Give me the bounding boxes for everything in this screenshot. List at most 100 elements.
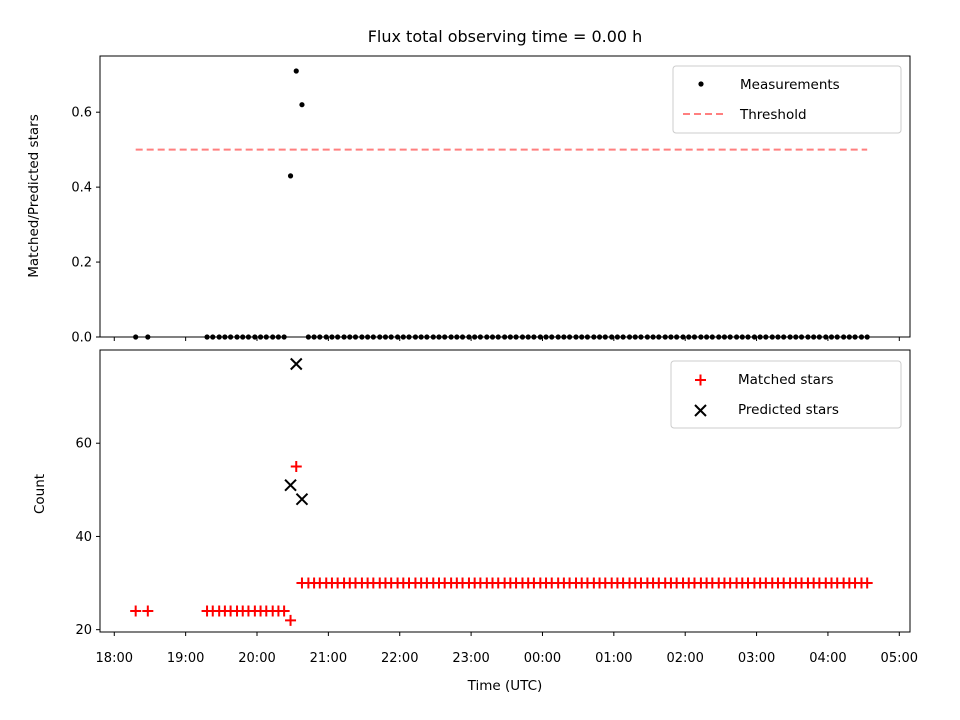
measurement-point [507,334,513,340]
measurement-point [275,334,282,340]
measurement-point [513,334,519,340]
measurement-point [841,334,847,340]
measurement-point [733,334,740,340]
measurement-point [798,334,805,340]
measurement-point [388,334,394,340]
legend-matched-stars-label: Matched stars [738,372,834,388]
measurement-point [394,334,401,340]
measurement-point [270,334,276,340]
measurement-point [632,334,638,340]
predicted-stars-point [284,478,297,492]
x-tick-label: 04:00 [809,651,846,666]
measurement-point [359,334,365,340]
measurement-point [495,334,501,340]
measurement-point [674,334,680,340]
legend-matched-stars-marker [695,374,706,386]
measurement-point [352,334,359,340]
measurement-point [846,334,852,340]
measurement-point [400,334,406,340]
legend-measurements-label: Measurements [740,77,840,93]
flux-ratio-y-ticks: 0.0 0.2 0.4 0.6 [71,106,100,346]
measurement-point [216,334,222,340]
measurement-point [781,334,787,340]
measurement-point [442,334,448,340]
measurement-point [566,334,573,340]
measurement-point [293,68,299,74]
predicted-stars-point [290,357,303,371]
measurement-point [329,334,335,340]
measurement-point [626,334,633,340]
measurement-point [145,334,151,340]
measurement-point [573,334,579,340]
y-tick-label: 60 [75,437,92,452]
measurement-point [698,334,704,340]
x-tick-label: 03:00 [738,651,775,666]
measurement-point [240,334,246,340]
measurement-point [757,334,763,340]
y-tick-label: 0.6 [71,106,92,121]
measurement-point [341,334,347,340]
matched-stars-point [278,605,290,617]
measurement-point [257,334,264,340]
measurement-point [502,334,508,340]
matched-stars-point [861,577,873,589]
x-tick-label: 21:00 [310,651,347,666]
measurement-point [347,334,353,340]
measurement-point [245,334,252,340]
measurement-point [775,334,781,340]
measurement-point [555,334,561,340]
measurement-point [430,334,436,340]
measurement-point [204,334,210,340]
chart-title: Flux total observing time = 0.00 h [368,27,643,46]
matched-stars-point [142,605,154,617]
matched-stars-point [290,461,302,473]
x-tick-label: 00:00 [524,651,561,666]
measurement-point [721,334,728,340]
measurement-point [311,334,317,340]
measurement-point [751,334,758,340]
measurement-point [579,334,585,340]
x-tick-label: 19:00 [167,651,204,666]
predicted-stars-point [295,492,309,506]
x-tick-label: 20:00 [238,651,275,666]
measurement-point [418,334,424,340]
measurement-point [281,334,287,340]
measurement-point [210,334,216,340]
flux-ratio-series [133,68,870,340]
x-tick-label: 01:00 [595,651,632,666]
measurement-point [609,334,615,340]
measurement-point [691,334,698,340]
measurement-point [133,334,139,340]
measurement-point [662,334,668,340]
measurement-point [448,334,454,340]
y-tick-label: 0.4 [71,181,92,196]
measurement-point [787,334,793,340]
measurement-point [459,334,466,340]
measurement-point [436,334,442,340]
measurement-point [531,334,537,340]
legend-predicted-stars-label: Predicted stars [738,402,839,418]
measurement-point [591,334,597,340]
star-count-series [130,357,873,626]
measurement-point [305,334,311,340]
flux-ratio-legend: Measurements Threshold [672,65,902,134]
measurement-point [317,334,323,340]
measurement-point [668,334,674,340]
measurement-point [614,334,621,340]
measurement-point [335,334,341,340]
flux-ratio-legend-box [672,65,902,134]
measurement-point [704,334,710,340]
measurement-point [466,334,472,340]
measurement-point [620,334,626,340]
measurement-point [382,334,389,340]
star-count-y-axis-label: Count [32,474,48,514]
measurement-point [377,334,383,340]
star-count-y-ticks: 20 40 60 [75,437,100,638]
measurement-point [454,334,460,340]
x-tick-label: 22:00 [381,651,418,666]
flux-ratio-y-axis-label: Matched/Predicted stars [26,114,42,277]
measurement-point [828,334,835,340]
x-tick-label: 05:00 [881,651,918,666]
measurement-point [561,334,567,340]
